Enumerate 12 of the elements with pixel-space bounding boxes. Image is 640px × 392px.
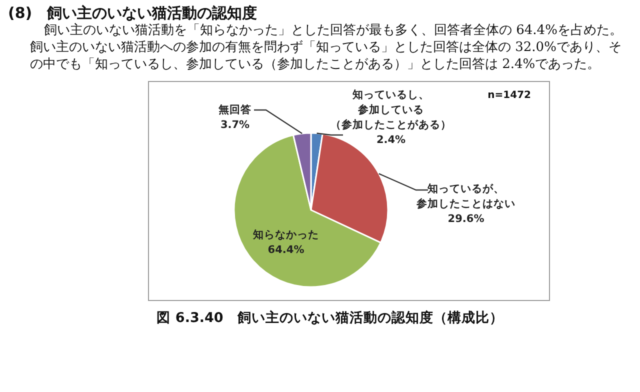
chart-title: (8) 飼い主のいない猫活動の認知度 bbox=[8, 4, 258, 22]
data-label: 29.6% bbox=[448, 213, 485, 225]
chart-subtitle: 飼い主のいない猫活動を「知らなかった」とした回答が最も多く、回答者全体の 64.4%を占めた。飼い主のいない猫活動への参加の有無を問わず「知っている」とした回答は全体の 32.0%であり、その中でも「知っているし、参加している（参加したことがある）」とした回答は 2.4%であった。 bbox=[29, 22, 624, 73]
slice-label: 無回答 bbox=[218, 103, 252, 116]
slice-label: 知っているが、参加したことはない bbox=[416, 182, 516, 210]
data-label: 2.4% bbox=[376, 134, 406, 146]
text: n=1472 bbox=[488, 90, 531, 101]
data-label: 3.7% bbox=[220, 119, 250, 131]
caption: 図 6.3.40 飼い主のいない猫活動の認知度（構成比） bbox=[156, 309, 504, 327]
slice-label: 知っているし、参加している（参加したことがある） bbox=[330, 88, 452, 131]
data-label: 64.4% bbox=[268, 244, 305, 256]
slice-label: 知らなかった bbox=[252, 228, 319, 241]
